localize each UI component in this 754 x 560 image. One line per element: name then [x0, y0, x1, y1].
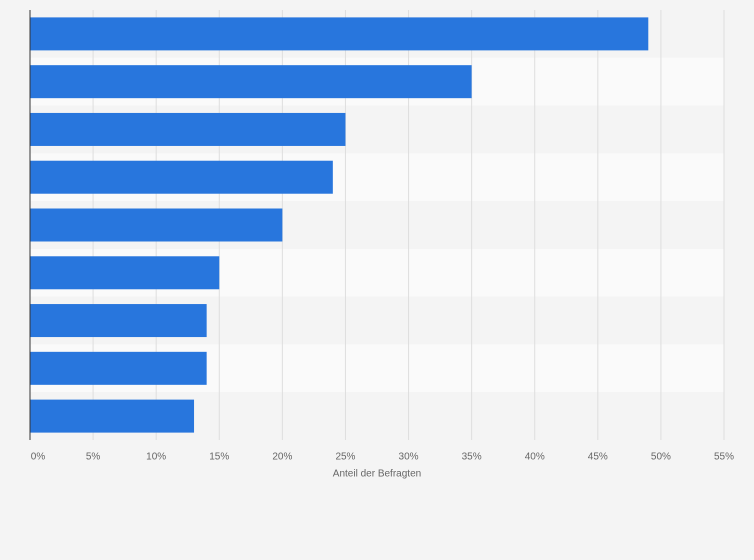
bar: [30, 208, 283, 242]
x-tick-label: 25%: [335, 452, 355, 463]
x-tick-label: 50%: [651, 452, 671, 463]
bar: [30, 160, 333, 194]
x-tick-label: 35%: [462, 452, 482, 463]
x-tick-label: 15%: [209, 452, 229, 463]
x-tick-label: 45%: [588, 452, 608, 463]
bar: [30, 399, 195, 433]
bar: [30, 304, 207, 338]
x-tick-label: 40%: [525, 452, 545, 463]
x-tick-label: 5%: [86, 452, 101, 463]
x-tick-label: 30%: [399, 452, 419, 463]
x-axis-label: Anteil der Befragten: [333, 469, 421, 480]
bar: [30, 65, 472, 99]
x-tick-label: 0%: [31, 452, 46, 463]
bar: [30, 17, 649, 51]
bar: [30, 351, 207, 385]
x-tick-label: 55%: [714, 452, 734, 463]
bar: [30, 256, 220, 290]
bar: [30, 112, 346, 146]
x-tick-label: 20%: [272, 452, 292, 463]
x-tick-label: 10%: [146, 452, 166, 463]
